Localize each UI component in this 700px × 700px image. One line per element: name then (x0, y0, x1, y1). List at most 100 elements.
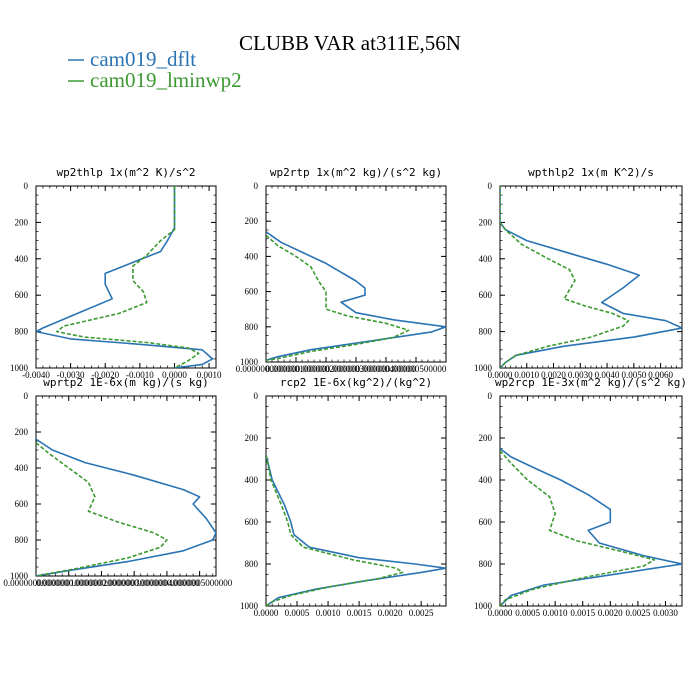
plot-frame (265, 185, 447, 363)
y-tick-label: 800 (245, 322, 259, 332)
x-tick-label: 0.0020 (378, 608, 403, 618)
chart-panel: wp2thlp 1x(m^2 K)/s^202004006008001000-0… (10, 166, 222, 380)
y-tick-label: 600 (479, 517, 493, 527)
y-tick-label: 200 (479, 433, 493, 443)
y-tick-label: 800 (15, 535, 29, 545)
x-tick-label: 0.0060 (648, 370, 673, 380)
x-tick-label: 0.000000300000 (326, 364, 387, 374)
y-tick-label: 400 (15, 254, 29, 264)
y-tick-label: 0 (488, 391, 493, 401)
panel-title: wprtp2 1E-6x(m kg)/(s kg) (43, 376, 209, 389)
plot-frame (35, 185, 217, 369)
y-tick-label: 600 (15, 499, 29, 509)
x-tick-label: 0.0000001000000 (36, 578, 102, 588)
x-tick-label: 0.0000003000000 (102, 578, 168, 588)
series-line-lminwp2 (266, 454, 404, 606)
series-line-dflt (36, 438, 216, 576)
x-tick-label: 0.0015 (570, 608, 595, 618)
chart-panel: wp2rcp 1E-3x(m^2 kg)/(s^2 kg)0 200 400 600 8… (474, 376, 687, 618)
x-tick-label: 0.000000500000 (386, 364, 447, 374)
x-tick-label: 0.0015 (347, 608, 372, 618)
series-line-lminwp2 (56, 186, 200, 368)
x-tick-label: 0.0030 (568, 370, 593, 380)
figure-title: CLUBB VAR at311E,56N (239, 31, 461, 55)
x-tick-label: 0.0010 (514, 370, 539, 380)
y-tick-label: 0 (24, 181, 29, 191)
x-tick-label: 0.0040 (595, 370, 620, 380)
y-tick-label: 200 (245, 216, 259, 226)
x-tick-label: 0.0025 (409, 608, 434, 618)
y-tick-label: 0 (254, 391, 259, 401)
x-tick-label: -0.0020 (91, 370, 119, 380)
panel-title: wp2rtp 1x(m^2 kg)/(s^2 kg) (270, 166, 442, 179)
x-tick-label: -0.0030 (57, 370, 85, 380)
y-tick-label: 800 (479, 327, 493, 337)
legend-label: cam019_dflt (90, 47, 196, 71)
x-tick-label: 0.0020 (598, 608, 623, 618)
plot-frame (499, 395, 683, 607)
series-line-dflt (36, 186, 214, 368)
y-tick-label: 800 (245, 559, 259, 569)
y-tick-label: 600 (245, 517, 259, 527)
y-tick-label: 600 (245, 287, 259, 297)
y-tick-label: 1000 (474, 363, 493, 373)
y-tick-label: 0 (24, 391, 29, 401)
x-tick-label: 0.0050 (621, 370, 646, 380)
y-tick-label: 800 (479, 559, 493, 569)
x-tick-label: 0.0000 (162, 370, 187, 380)
plot-frame (499, 185, 683, 369)
x-tick-label: 0.000000100000 (266, 364, 327, 374)
y-tick-label: 200 (479, 217, 493, 227)
x-tick-label: 0.0005 (515, 608, 540, 618)
chart-panel: wpthlp2 1x(m K^2)/s 0 200 400 600 800 1000 0.00… (474, 166, 683, 380)
legend-label: cam019_lminwp2 (90, 68, 242, 92)
y-tick-label: 1000 (10, 571, 29, 581)
y-tick-label: 400 (15, 463, 29, 473)
series-line-dflt (500, 186, 682, 368)
y-tick-label: 1000 (474, 601, 493, 611)
series-line-lminwp2 (500, 186, 630, 368)
y-tick-label: 0 (254, 181, 259, 191)
x-tick-label: 0.0000005000000 (167, 578, 233, 588)
y-tick-label: 400 (479, 254, 493, 264)
x-tick-label: 0.0025 (626, 608, 651, 618)
series-line-lminwp2 (36, 442, 168, 576)
series-line-dflt (266, 231, 446, 361)
x-tick-label: 0.0000000000000 (3, 578, 69, 588)
y-tick-label: 0 (488, 181, 493, 191)
y-tick-label: 200 (15, 217, 29, 227)
y-tick-label: 600 (479, 290, 493, 300)
x-tick-label: 0.000000200000 (296, 364, 357, 374)
y-tick-label: 1000 (10, 363, 29, 373)
x-tick-label: 0.0000004000000 (134, 578, 200, 588)
series-line-dflt (500, 447, 682, 606)
panel-title: wpthlp2 1x(m K^2)/s (528, 166, 654, 179)
x-tick-label: 0.0020 (541, 370, 566, 380)
y-tick-label: 1000 (240, 601, 259, 611)
x-tick-label: 0.0010 (197, 370, 222, 380)
x-tick-label: 0.0030 (653, 608, 678, 618)
x-tick-label: -0.0040 (22, 370, 50, 380)
series-line-dflt (266, 454, 446, 606)
x-tick-label: -0.0010 (126, 370, 154, 380)
y-tick-label: 1000 (240, 357, 259, 367)
x-tick-label: 0.000000400000 (356, 364, 417, 374)
panel-title: wp2rcp 1E-3x(m^2 kg)/(s^2 kg) (495, 376, 687, 389)
y-tick-label: 200 (245, 433, 259, 443)
x-tick-label: 0.000000000000 (236, 364, 297, 374)
x-tick-label: 0.0000 (254, 608, 279, 618)
y-tick-label: 400 (245, 475, 259, 485)
y-tick-label: 200 (15, 427, 29, 437)
x-tick-label: 0.0010 (543, 608, 568, 618)
y-tick-label: 600 (15, 290, 29, 300)
chart-panel: wprtp2 1E-6x(m kg)/(s kg) 0 200 400 600 800 10… (3, 376, 232, 588)
chart-panels: wp2thlp 1x(m^2 K)/s^202004006008001000-0… (3, 166, 687, 618)
chart-panel: rcp2 1E-6x(kg^2)/(kg^2) 0 200 400 600 800 1000… (240, 376, 447, 618)
series-line-lminwp2 (266, 234, 410, 361)
plot-frame (265, 395, 447, 607)
y-tick-label: 800 (15, 327, 29, 337)
y-tick-label: 400 (245, 251, 259, 261)
x-tick-label: 0.0005 (285, 608, 310, 618)
